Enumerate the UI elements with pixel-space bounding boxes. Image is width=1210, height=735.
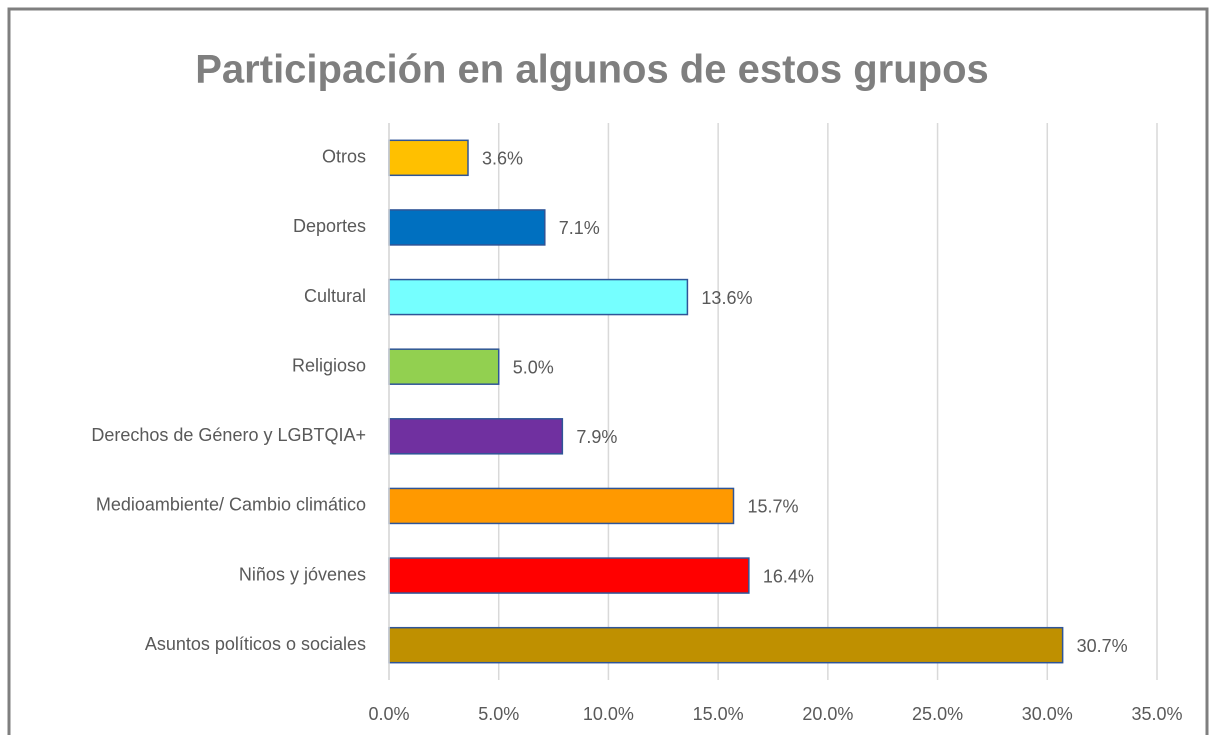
data-label: 7.9%	[576, 427, 617, 447]
bar	[388, 278, 689, 316]
bar	[388, 487, 735, 525]
data-label: 7.1%	[559, 218, 600, 238]
y-tick-label: Cultural	[304, 286, 366, 306]
chart-title: Participación en algunos de estos grupos	[195, 48, 989, 92]
x-tick-label: 20.0%	[802, 704, 853, 724]
x-tick-label: 5.0%	[478, 704, 519, 724]
data-label: 13.6%	[701, 288, 752, 308]
x-tick-label: 15.0%	[693, 704, 744, 724]
data-label: 15.7%	[748, 497, 799, 517]
y-tick-label: Deportes	[293, 216, 366, 236]
y-tick-label: Derechos de Género y LGBTQIA+	[91, 425, 366, 445]
data-label: 16.4%	[763, 566, 814, 586]
y-tick-label: Asuntos políticos o sociales	[145, 634, 366, 654]
y-tick-label: Otros	[322, 147, 366, 167]
x-tick-label: 0.0%	[368, 704, 409, 724]
bar	[388, 418, 564, 455]
bar	[388, 139, 469, 177]
y-tick-label: Niños y jóvenes	[239, 564, 366, 584]
y-tick-label: Religioso	[292, 355, 366, 375]
x-tick-label: 35.0%	[1131, 704, 1182, 724]
x-tick-label: 30.0%	[1022, 704, 1073, 724]
bar	[388, 626, 1064, 664]
x-tick-label: 25.0%	[912, 704, 963, 724]
data-label: 5.0%	[513, 357, 554, 377]
bar	[388, 209, 546, 246]
bar	[388, 557, 750, 594]
data-label: 3.6%	[482, 149, 523, 169]
y-tick-label: Medioambiente/ Cambio climático	[96, 495, 366, 515]
bar	[388, 348, 500, 385]
data-label: 30.7%	[1077, 636, 1128, 656]
x-tick-label: 10.0%	[583, 704, 634, 724]
